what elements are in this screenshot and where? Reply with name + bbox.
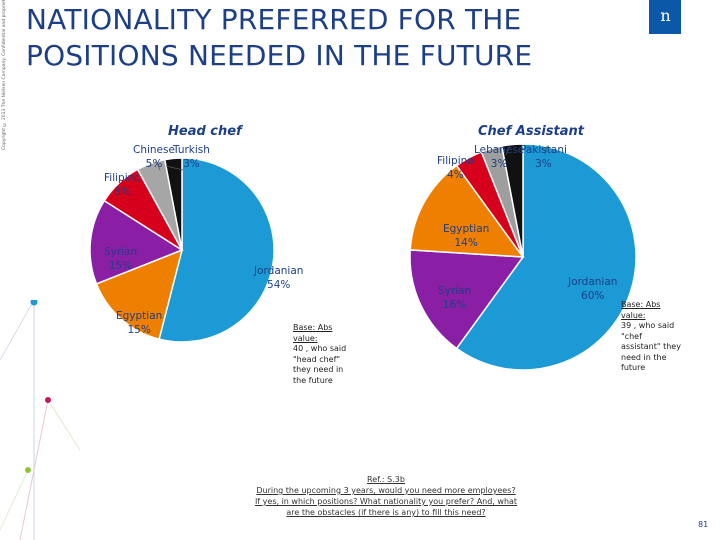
title-line-1: NATIONALITY PREFERRED FOR THE [26,3,522,36]
brand-logo: n [649,0,681,34]
ref-code: Ref.: S.3b [367,475,405,484]
chef-assistant-slice-egyptian [409,164,525,258]
question-line-3: are the obstacles (if there is any) to f… [286,508,486,517]
chef-assistant-slice-syrian [409,249,525,350]
deco-dot-blue [30,300,38,306]
head-chef-slice-turkish [163,157,183,251]
head-chef-slice-egyptian [95,248,184,341]
head-chef-slice-syrian [89,199,184,285]
head-chef-chart-title: Head chef [168,124,242,139]
page-number: 81 [698,520,709,529]
chef-assistant-slice-jordanian [455,143,637,371]
question-reference: Ref.: S.3b During the upcoming 3 years, … [236,474,536,518]
leader-line-3 [544,145,548,156]
deco-dot-green [25,467,31,473]
head-chef-label-filipino: Filipino 8% [104,172,141,198]
head-chef-label-chinese: Chinese 5% [133,144,175,170]
deco-dot-magenta [45,397,51,403]
head-chef-label-egyptian: Egyptian 15% [116,310,163,336]
logo-text: n [660,6,670,25]
page-title: NATIONALITY PREFERRED FOR THE POSITIONS … [26,2,586,74]
leader-line-0 [165,165,184,171]
head-chef-base-note: Base: Abs value: 40 , who said "head che… [293,323,347,385]
decorative-network-lines [0,300,80,540]
head-chef-label-syrian: Syrian 15% [104,246,138,272]
leader-line-1 [155,159,161,171]
chef-assistant-label-jordanian: Jordanian 60% [568,276,618,302]
chef-assistant-label-pakistani: Pakistani 3% [520,144,567,170]
chef-assistant-base-note: Base: Abs value: 39 , who said "chef ass… [621,300,681,372]
chef-assistant-label-filipino: Filipino 4% [437,155,474,181]
chef-assistant-slice-pakistani [500,143,524,258]
leader-line-2 [505,145,511,156]
chef-assistant-label-egyptian: Egyptian 14% [443,223,490,249]
chef-assistant-chart-title: Chef Assistant [478,124,584,139]
head-chef-slice-jordanian [158,157,275,343]
chef-assistant-label-lebanese: Lebanese 3% [474,144,525,170]
head-chef-label-turkish: Turkish 3% [173,144,210,170]
head-chef-label-jordanian: Jordanian 54% [254,265,304,291]
question-line-1: During the upcoming 3 years, would you n… [256,486,516,495]
chef-assistant-label-syrian: Syrian 16% [438,285,472,311]
title-line-2: POSITIONS NEEDED IN THE FUTURE [26,39,533,72]
question-line-2: If yes, in which positions? What nationa… [254,497,518,506]
